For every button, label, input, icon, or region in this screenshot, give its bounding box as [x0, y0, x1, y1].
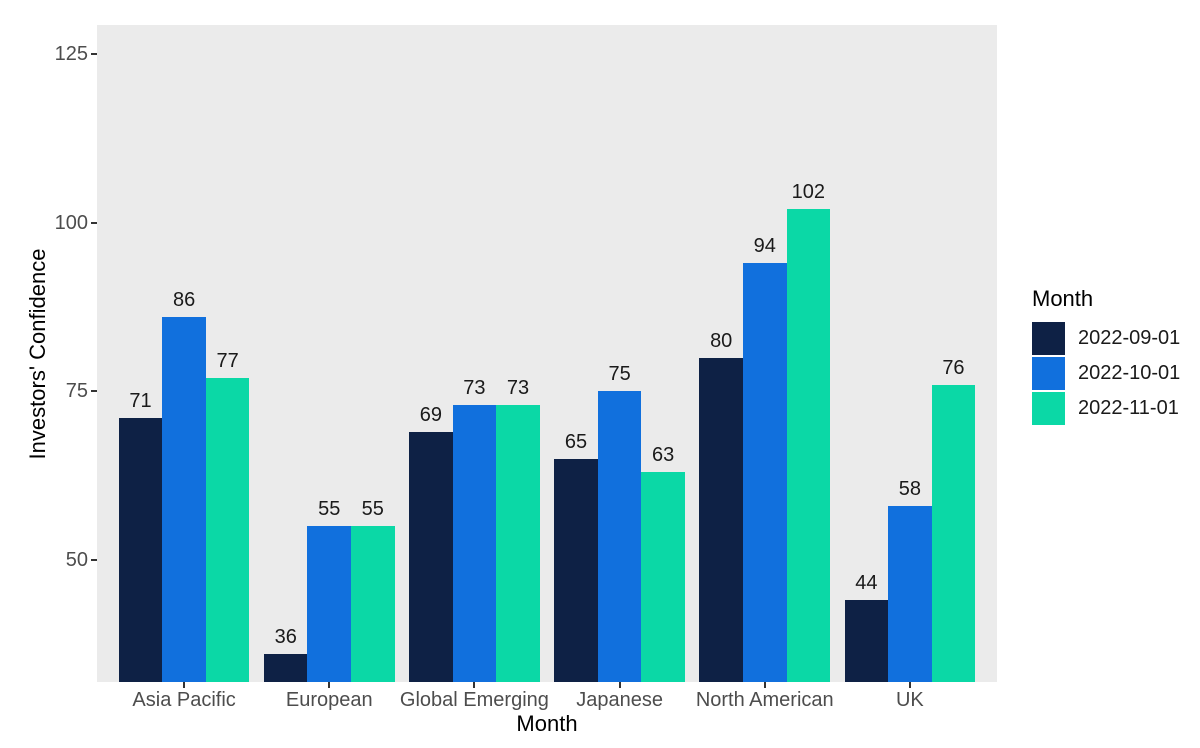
x-tick-label: Asia Pacific: [132, 689, 236, 711]
bar-global-emerging-2022-09-01: [409, 431, 453, 682]
bar-value-label: 65: [564, 430, 588, 453]
bar-north-american-2022-11-01: [786, 209, 831, 682]
y-tick-label: 100: [54, 211, 88, 234]
bar-value-label: 94: [753, 235, 776, 258]
legend-key-swatch: [1032, 392, 1065, 425]
x-tick-label: North American: [695, 689, 834, 711]
bar-european-2022-09-01: [263, 654, 308, 682]
bar-global-emerging-2022-10-01: [452, 404, 497, 682]
bar-japanese-2022-11-01: [641, 472, 685, 682]
bar-asia-pacific-2022-11-01: [205, 377, 250, 682]
legend-item-label: 2022-11-01: [1078, 397, 1179, 419]
bar-value-label: 55: [361, 498, 384, 521]
x-tick-label: European: [285, 689, 373, 711]
y-tick-mark: [91, 53, 97, 55]
x-tick-mark: [183, 682, 186, 688]
x-tick-label: Global Emerging: [399, 689, 549, 711]
x-tick-label: UK: [895, 689, 924, 711]
bar-value-label: 73: [506, 376, 530, 399]
bar-uk-2022-11-01: [931, 384, 976, 682]
bar-value-label: 69: [419, 403, 442, 426]
x-tick-mark: [328, 682, 331, 688]
legend-key-swatch: [1032, 322, 1065, 355]
bar-japanese-2022-09-01: [554, 458, 598, 682]
x-tick-mark: [763, 682, 766, 688]
legend-key-swatch: [1032, 357, 1065, 390]
bar-value-label: 102: [791, 181, 825, 204]
legend: Month 2022-09-01 2022-10-01 2022-11-01: [1032, 286, 1180, 427]
legend-item: 2022-10-01: [1032, 357, 1180, 390]
y-tick-label: 125: [54, 43, 88, 65]
y-tick-mark: [91, 558, 97, 561]
legend-item: 2022-09-01: [1032, 322, 1180, 355]
bar-value-label: 44: [855, 572, 878, 595]
bar-north-american-2022-09-01: [699, 357, 743, 682]
bar-value-label: 71: [129, 390, 152, 413]
legend-title: Month: [1032, 286, 1094, 311]
bar-value-label: 77: [216, 349, 239, 372]
bar-uk-2022-09-01: [844, 600, 889, 682]
bar-global-emerging-2022-11-01: [496, 404, 540, 682]
y-tick-mark: [91, 390, 97, 393]
bar-asia-pacific-2022-09-01: [118, 418, 163, 682]
x-tick-mark: [908, 682, 911, 688]
x-tick-label: Japanese: [576, 689, 663, 711]
legend-item-label: 2022-10-01: [1078, 362, 1181, 384]
bar-value-label: 76: [942, 356, 965, 379]
legend-item-label: 2022-09-01: [1078, 327, 1181, 349]
bar-european-2022-11-01: [351, 526, 395, 682]
bar-value-label: 75: [608, 363, 631, 386]
legend-item: 2022-11-01: [1032, 392, 1180, 425]
bar-value-label: 73: [463, 376, 486, 399]
y-axis-title: Investors' Confidence: [25, 248, 50, 460]
bar-value-label: 63: [652, 444, 675, 467]
bar-asia-pacific-2022-10-01: [162, 317, 206, 682]
bar-value-label: 86: [172, 289, 196, 312]
bar-value-label: 55: [318, 498, 341, 521]
bar-uk-2022-10-01: [888, 505, 932, 682]
bar-value-label: 58: [898, 477, 922, 500]
bar-value-label: 80: [710, 329, 733, 352]
y-tick-label: 75: [65, 380, 88, 403]
y-tick-mark: [91, 221, 97, 224]
x-tick-mark: [618, 682, 621, 688]
y-tick-label: 50: [65, 548, 88, 571]
x-tick-mark: [473, 682, 476, 688]
bar-japanese-2022-10-01: [597, 391, 642, 682]
bar-value-label: 36: [274, 626, 297, 649]
bar-european-2022-10-01: [307, 526, 352, 682]
bar-north-american-2022-10-01: [742, 263, 787, 682]
x-axis-title: Month: [516, 711, 578, 736]
legend-items: 2022-09-01 2022-10-01 2022-11-01: [1032, 322, 1180, 425]
